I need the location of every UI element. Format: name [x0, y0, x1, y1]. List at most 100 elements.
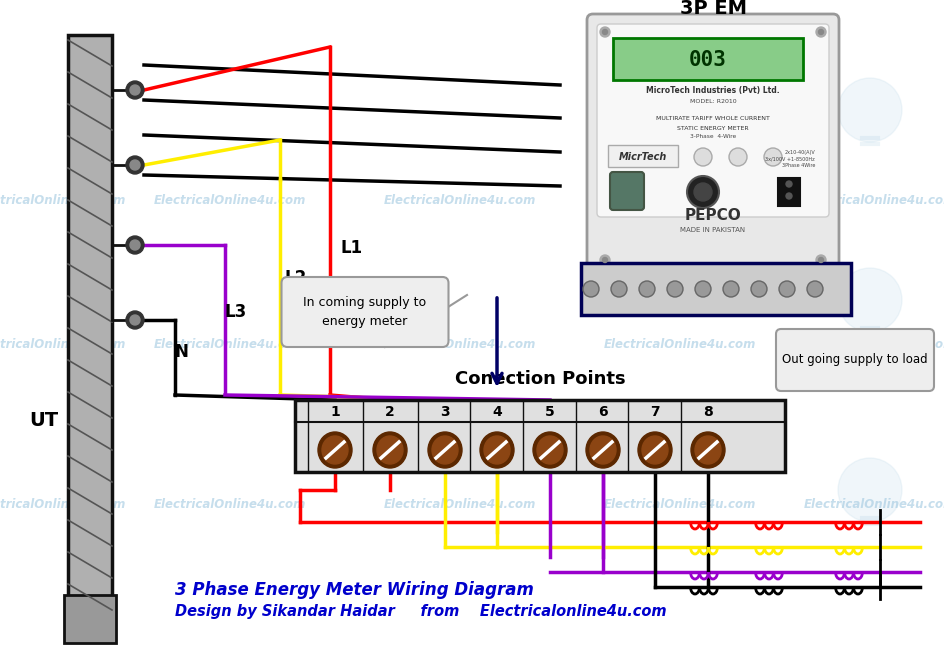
Circle shape: [130, 240, 140, 250]
Bar: [64, 595, 116, 643]
Circle shape: [815, 27, 825, 37]
Circle shape: [611, 281, 626, 297]
Text: STATIC ENERGY METER: STATIC ENERGY METER: [677, 126, 748, 131]
Ellipse shape: [377, 436, 402, 464]
Circle shape: [818, 258, 822, 262]
Text: ElectricalOnline4u.com: ElectricalOnline4u.com: [154, 499, 306, 512]
Circle shape: [785, 193, 791, 199]
Bar: [68, 35, 112, 610]
Text: UT: UT: [29, 411, 59, 430]
Text: Out going supply to load: Out going supply to load: [782, 353, 927, 367]
Circle shape: [750, 281, 767, 297]
Circle shape: [818, 29, 822, 35]
Circle shape: [837, 268, 901, 332]
Ellipse shape: [373, 432, 407, 468]
Circle shape: [130, 160, 140, 170]
Bar: [581, 263, 851, 315]
Circle shape: [130, 85, 140, 95]
Text: ElectricalOnline4u.com: ElectricalOnline4u.com: [383, 339, 535, 352]
Text: ElectricalOnline4u.com: ElectricalOnline4u.com: [603, 193, 755, 206]
Text: 3-Phase  4-Wire: 3-Phase 4-Wire: [689, 134, 735, 139]
Bar: [607, 145, 677, 167]
Text: 003: 003: [688, 50, 726, 70]
Ellipse shape: [483, 436, 510, 464]
Text: 6: 6: [598, 405, 607, 419]
Bar: [613, 38, 802, 80]
Bar: [777, 178, 800, 206]
Ellipse shape: [322, 436, 347, 464]
Text: MicrTech: MicrTech: [618, 152, 666, 162]
FancyBboxPatch shape: [586, 14, 838, 281]
Text: Conection Points: Conection Points: [454, 370, 625, 388]
Circle shape: [126, 81, 143, 99]
Circle shape: [728, 148, 746, 166]
Circle shape: [602, 258, 607, 262]
Ellipse shape: [532, 432, 566, 468]
Circle shape: [815, 255, 825, 265]
Circle shape: [638, 281, 654, 297]
Text: MADE IN PAKISTAN: MADE IN PAKISTAN: [680, 227, 745, 233]
Ellipse shape: [641, 436, 667, 464]
Circle shape: [130, 315, 140, 325]
Text: ElectricalOnline4u.com: ElectricalOnline4u.com: [0, 339, 126, 352]
Circle shape: [837, 78, 901, 142]
Ellipse shape: [637, 432, 671, 468]
Text: N: N: [175, 343, 189, 361]
Text: ElectricalOnline4u.com: ElectricalOnline4u.com: [803, 339, 944, 352]
Ellipse shape: [690, 432, 724, 468]
Circle shape: [694, 281, 710, 297]
Text: ElectricalOnline4u.com: ElectricalOnline4u.com: [154, 193, 306, 206]
Text: In coming supply to
energy meter: In coming supply to energy meter: [303, 296, 426, 328]
Circle shape: [763, 148, 782, 166]
Text: ElectricalOnline4u.com: ElectricalOnline4u.com: [154, 339, 306, 352]
Text: 3P EM: 3P EM: [679, 0, 746, 18]
Ellipse shape: [585, 432, 619, 468]
Circle shape: [785, 181, 791, 187]
Text: MULTIRATE TARIFF WHOLE CURRENT: MULTIRATE TARIFF WHOLE CURRENT: [655, 116, 769, 121]
Text: 4: 4: [492, 405, 501, 419]
Ellipse shape: [536, 436, 563, 464]
Text: 8: 8: [702, 405, 712, 419]
Text: 3 Phase Energy Meter Wiring Diagram: 3 Phase Energy Meter Wiring Diagram: [175, 581, 533, 599]
Circle shape: [686, 176, 718, 208]
Circle shape: [602, 29, 607, 35]
Text: MODEL: R2010: MODEL: R2010: [689, 99, 735, 104]
Text: ElectricalOnline4u.com: ElectricalOnline4u.com: [603, 339, 755, 352]
Text: 2x10-40(A)V
3x/100V +1-8500Hz
3Phase 4Wire: 2x10-40(A)V 3x/100V +1-8500Hz 3Phase 4Wi…: [765, 150, 814, 168]
Circle shape: [126, 311, 143, 329]
Circle shape: [693, 148, 711, 166]
Ellipse shape: [480, 432, 514, 468]
Text: Design by Sikandar Haidar     from    Electricalonline4u.com: Design by Sikandar Haidar from Electrica…: [175, 604, 666, 619]
Text: 3: 3: [440, 405, 449, 419]
Text: L1: L1: [340, 239, 362, 257]
Circle shape: [599, 27, 610, 37]
Circle shape: [599, 255, 610, 265]
Text: 2: 2: [385, 405, 395, 419]
Ellipse shape: [428, 432, 462, 468]
Text: ElectricalOnline4u.com: ElectricalOnline4u.com: [803, 193, 944, 206]
Text: 5: 5: [545, 405, 554, 419]
Text: L2: L2: [285, 269, 307, 287]
Ellipse shape: [318, 432, 351, 468]
Bar: [295, 400, 784, 472]
Circle shape: [693, 183, 711, 201]
Circle shape: [837, 458, 901, 522]
Text: ElectricalOnline4u.com: ElectricalOnline4u.com: [0, 499, 126, 512]
Text: 7: 7: [649, 405, 659, 419]
Circle shape: [666, 281, 683, 297]
Circle shape: [806, 281, 822, 297]
FancyBboxPatch shape: [281, 277, 448, 347]
Circle shape: [126, 156, 143, 174]
Text: ElectricalOnline4u.com: ElectricalOnline4u.com: [603, 499, 755, 512]
FancyBboxPatch shape: [610, 172, 643, 210]
FancyBboxPatch shape: [597, 24, 828, 217]
Ellipse shape: [694, 436, 720, 464]
Text: ElectricalOnline4u.com: ElectricalOnline4u.com: [0, 193, 126, 206]
FancyBboxPatch shape: [775, 329, 933, 391]
Text: L3: L3: [225, 303, 247, 321]
Circle shape: [722, 281, 738, 297]
Text: ElectricalOnline4u.com: ElectricalOnline4u.com: [383, 499, 535, 512]
Ellipse shape: [431, 436, 458, 464]
Text: MicroTech Industries (Pvt) Ltd.: MicroTech Industries (Pvt) Ltd.: [646, 85, 779, 94]
Text: ElectricalOnline4u.com: ElectricalOnline4u.com: [383, 193, 535, 206]
